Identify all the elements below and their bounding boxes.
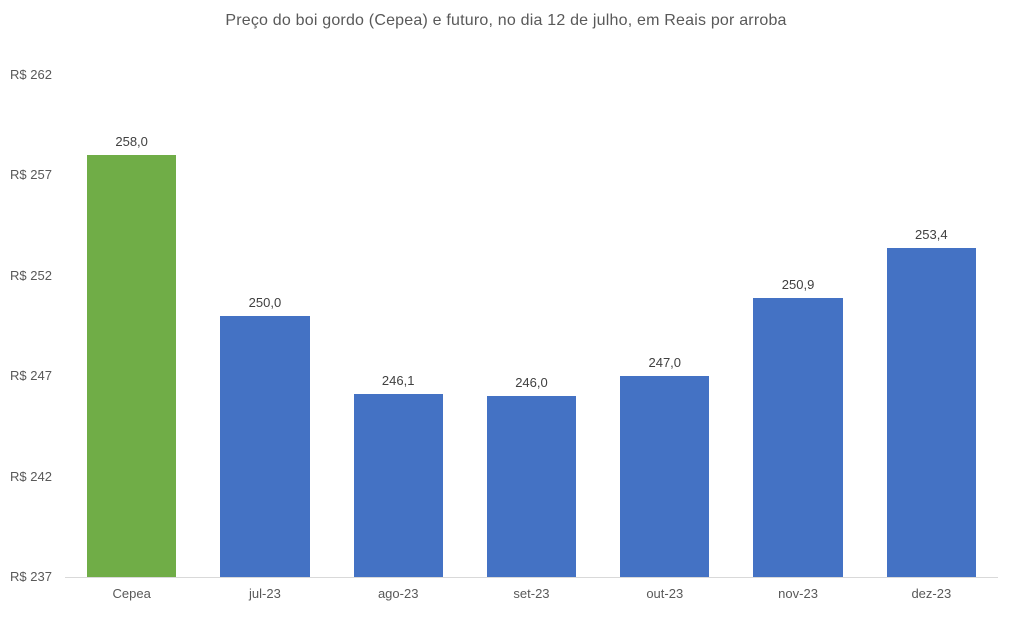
bar-set-23 (486, 396, 577, 577)
bar-ago-23 (353, 394, 443, 577)
bar-group-cepea: 258,0 (65, 75, 198, 577)
bar-group-dez-23: 253,4 (865, 75, 998, 577)
bar-value-label: 250,9 (781, 276, 815, 292)
y-axis-tick-label: R$ 247 (10, 368, 52, 384)
bar-group-jul-23: 250,0 (198, 75, 331, 577)
x-axis-category-label: set-23 (513, 586, 550, 601)
chart-title: Preço do boi gordo (Cepea) e futuro, no … (225, 12, 787, 29)
y-axis-tick-label: R$ 237 (10, 569, 52, 584)
bar-group-nov-23: 250,9 (731, 75, 864, 577)
bar-value-label: 250,0 (248, 294, 282, 310)
bar-value-label: 246,1 (381, 373, 415, 389)
bar-value-label: 246,0 (515, 375, 548, 391)
bar-cepea (86, 155, 177, 577)
y-axis: R$ 262 R$ 257 R$ 252 R$ 247 R$ 242 R$ 237 (0, 0, 65, 630)
x-axis-category-label: jul-23 (249, 586, 281, 601)
x-axis-category-label: out-23 (646, 586, 684, 601)
y-axis-tick-label: R$ 242 (10, 468, 52, 484)
bar-nov-23 (753, 297, 843, 577)
plot-area: 258,0 250,0 246,1 246,0 247,0 250,9 253,4 (65, 75, 998, 578)
bar-group-set-23: 246,0 (465, 75, 598, 577)
bar-value-label: 247,0 (648, 355, 682, 371)
y-axis-tick-label: R$ 262 (10, 67, 52, 82)
bar-value-label: 258,0 (115, 134, 148, 150)
y-axis-tick-label: R$ 257 (10, 167, 52, 183)
x-axis-category-label: Cepea (112, 586, 151, 601)
bar-group-ago-23: 246,1 (332, 75, 465, 577)
x-axis-category-label: dez-23 (911, 586, 952, 601)
bar-dez-23 (886, 247, 976, 577)
bar-out-23 (620, 376, 710, 577)
bar-group-out-23: 247,0 (598, 75, 731, 577)
x-axis-category-label: ago-23 (377, 586, 419, 601)
bar-value-label: 253,4 (915, 226, 948, 242)
x-axis-category-label: nov-23 (778, 586, 818, 601)
y-axis-tick-label: R$ 252 (10, 267, 52, 283)
x-axis: Cepea jul-23 ago-23 set-23 out-23 nov-23 dez-2… (65, 586, 998, 601)
bar-jul-23 (220, 315, 310, 577)
